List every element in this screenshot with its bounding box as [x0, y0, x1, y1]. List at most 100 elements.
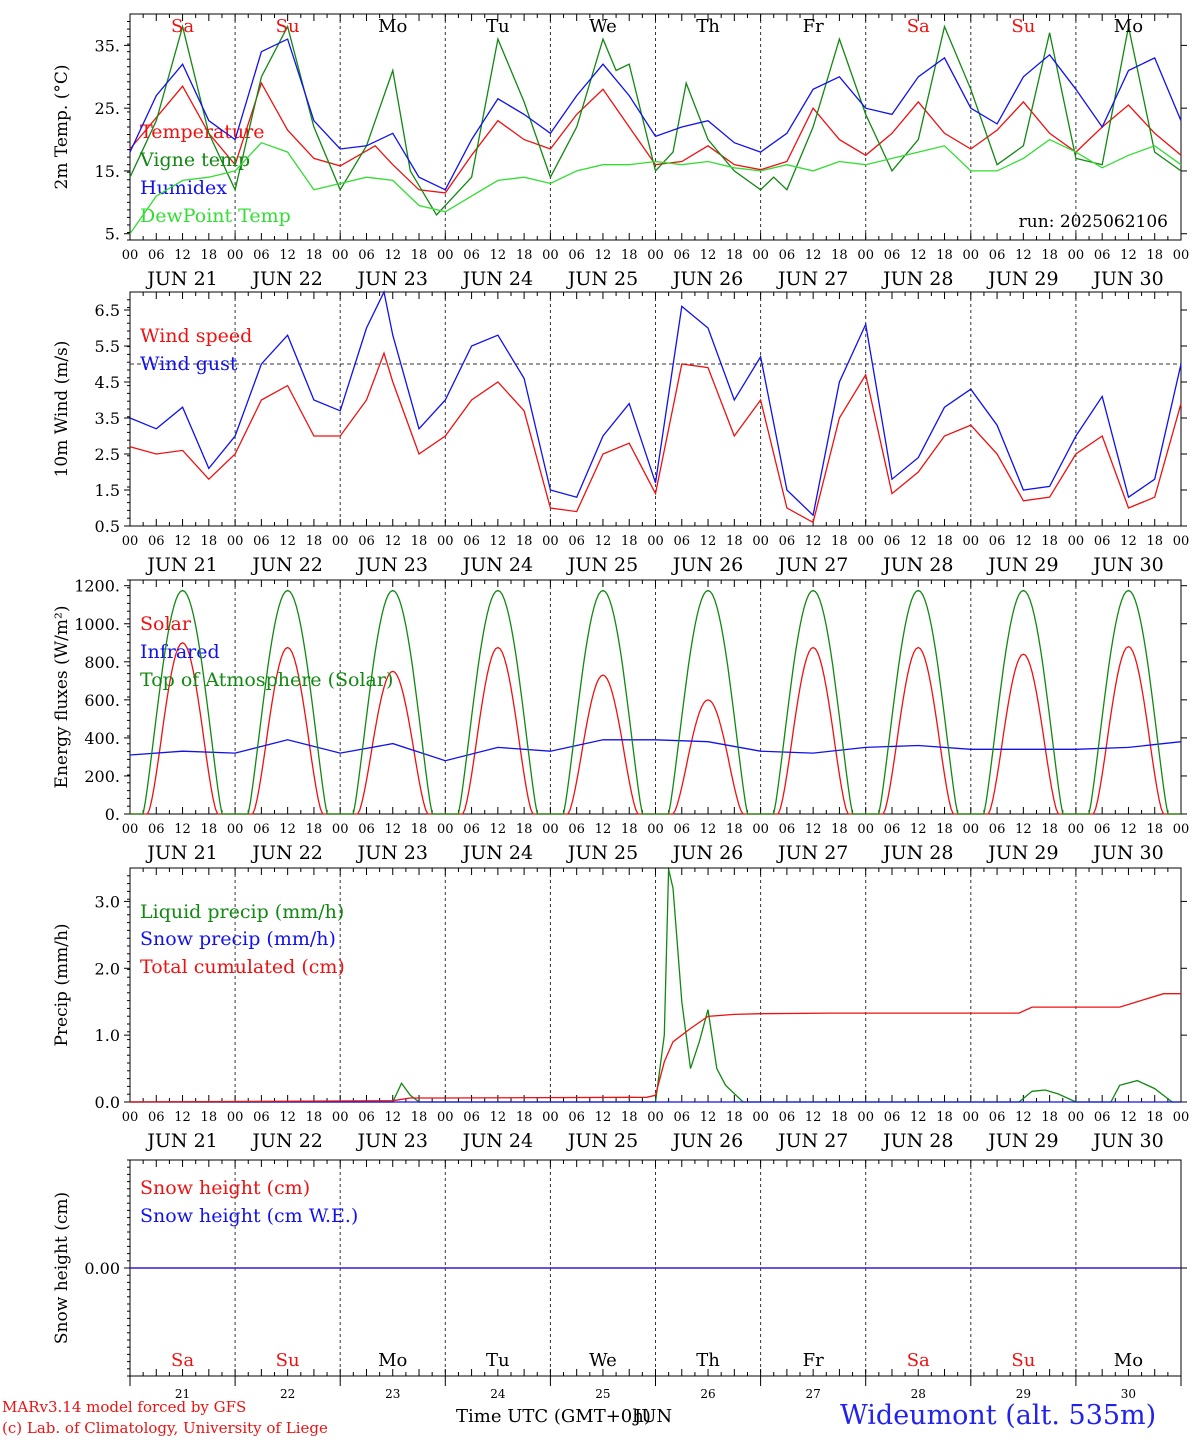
hour-label: 00 — [122, 1110, 139, 1125]
hour-label: 12 — [490, 1110, 507, 1125]
day-name-label: Tu — [486, 1350, 510, 1371]
day-number-label: 30 — [1121, 1387, 1136, 1401]
hour-label: 06 — [463, 822, 480, 837]
hour-label: 06 — [1094, 1110, 1111, 1125]
hour-label: 00 — [1173, 534, 1190, 549]
day-number-label: 24 — [490, 1387, 506, 1401]
hour-label: 12 — [384, 1110, 401, 1125]
hour-label: 12 — [1120, 534, 1137, 549]
hour-label: 18 — [1146, 1110, 1163, 1125]
hour-label: 18 — [621, 534, 638, 549]
hour-label: 18 — [831, 822, 848, 837]
hour-label: 06 — [568, 822, 585, 837]
y-tick-label: 0.00 — [84, 1259, 120, 1278]
y-tick-label: 400. — [84, 729, 120, 748]
hour-label: 12 — [490, 248, 507, 263]
hour-label: 00 — [647, 534, 664, 549]
y-tick-label: 0.5 — [95, 517, 120, 536]
hour-label: 00 — [963, 822, 980, 837]
date-label: JUN 21 — [145, 1130, 217, 1152]
date-label: JUN 23 — [356, 842, 428, 864]
date-label: JUN 27 — [776, 554, 848, 576]
run-annotation: run: 2025062106 — [1019, 212, 1168, 232]
hour-label: 12 — [805, 534, 822, 549]
hour-label: 12 — [174, 822, 191, 837]
series-line-2 — [129, 289, 1182, 517]
date-label: JUN 25 — [566, 268, 638, 290]
hour-label: 18 — [831, 534, 848, 549]
legend-entry: Snow precip (mm/h) — [140, 928, 336, 950]
hour-label: 06 — [253, 1110, 270, 1125]
copyright: (c) Lab. of Climatology, University of L… — [2, 1419, 328, 1437]
hour-label: 18 — [1041, 248, 1058, 263]
hour-label: 12 — [595, 534, 612, 549]
hour-label: 12 — [490, 822, 507, 837]
hour-label: 12 — [1015, 822, 1032, 837]
hour-label: 12 — [805, 248, 822, 263]
hour-label: 06 — [463, 248, 480, 263]
hour-label: 18 — [306, 1110, 323, 1125]
hour-label: 18 — [726, 1110, 743, 1125]
hour-label: 18 — [726, 248, 743, 263]
y-tick-label: 6.5 — [95, 301, 120, 320]
date-label: JUN 24 — [461, 842, 533, 864]
hour-label: 18 — [201, 822, 218, 837]
day-number-label: 27 — [806, 1387, 821, 1401]
day-name-label: Mo — [378, 1350, 407, 1371]
date-label: JUN 23 — [356, 1130, 428, 1152]
day-name-label: Su — [1011, 1350, 1035, 1371]
hour-label: 06 — [358, 1110, 375, 1125]
hour-label: 12 — [174, 534, 191, 549]
hour-label: 00 — [542, 248, 559, 263]
hour-label: 00 — [542, 534, 559, 549]
hour-label: 06 — [358, 822, 375, 837]
y-tick-label: 35. — [95, 36, 120, 55]
day-name-label: Mo — [1114, 16, 1143, 37]
hour-label: 12 — [384, 822, 401, 837]
day-name-label: Sa — [907, 16, 930, 37]
hour-label: 18 — [411, 1110, 428, 1125]
hour-label: 00 — [332, 1110, 349, 1125]
hour-label: 00 — [1068, 1110, 1085, 1125]
hour-label: 18 — [1041, 822, 1058, 837]
series-line-3 — [129, 993, 1181, 1103]
legend-entry: Snow height (cm) — [140, 1177, 310, 1199]
date-label: JUN 28 — [881, 554, 953, 576]
y-tick-label: 5.5 — [95, 337, 120, 356]
hour-label: 12 — [174, 248, 191, 263]
station-name: Wideumont (alt. 535m) — [840, 1400, 1157, 1431]
date-label: JUN 21 — [145, 842, 217, 864]
y-tick-label: 1000. — [74, 615, 120, 634]
date-label: JUN 28 — [881, 842, 953, 864]
day-number-label: 26 — [700, 1387, 715, 1401]
date-label: JUN 29 — [986, 842, 1058, 864]
hour-label: 06 — [1094, 534, 1111, 549]
hour-label: 18 — [831, 248, 848, 263]
hour-label: 06 — [463, 1110, 480, 1125]
hour-label: 06 — [253, 822, 270, 837]
day-number-label: 29 — [1016, 1387, 1031, 1401]
hour-label: 00 — [227, 1110, 244, 1125]
day-name-label: Fr — [803, 16, 824, 37]
hour-label: 06 — [253, 534, 270, 549]
hour-label: 00 — [752, 248, 769, 263]
hour-label: 12 — [279, 534, 296, 549]
hour-label: 18 — [201, 534, 218, 549]
hour-label: 18 — [726, 534, 743, 549]
hour-label: 12 — [279, 248, 296, 263]
hour-label: 18 — [621, 248, 638, 263]
day-name-label: We — [589, 16, 617, 37]
date-label: JUN 28 — [881, 1130, 953, 1152]
day-name-label: Mo — [378, 16, 407, 37]
hour-label: 12 — [910, 248, 927, 263]
panel-5: 0.00 Snow height (cm) Snow height (cm) Snow… — [52, 1159, 1187, 1401]
hour-label: 06 — [674, 534, 691, 549]
date-label: JUN 26 — [671, 842, 743, 864]
hour-label: 00 — [332, 534, 349, 549]
hour-label: 12 — [384, 248, 401, 263]
date-label: JUN 25 — [566, 842, 638, 864]
hour-label: 00 — [752, 534, 769, 549]
y-tick-label: 2.0 — [95, 959, 120, 978]
y-tick-label: 4.5 — [95, 373, 120, 392]
hour-label: 00 — [437, 248, 454, 263]
